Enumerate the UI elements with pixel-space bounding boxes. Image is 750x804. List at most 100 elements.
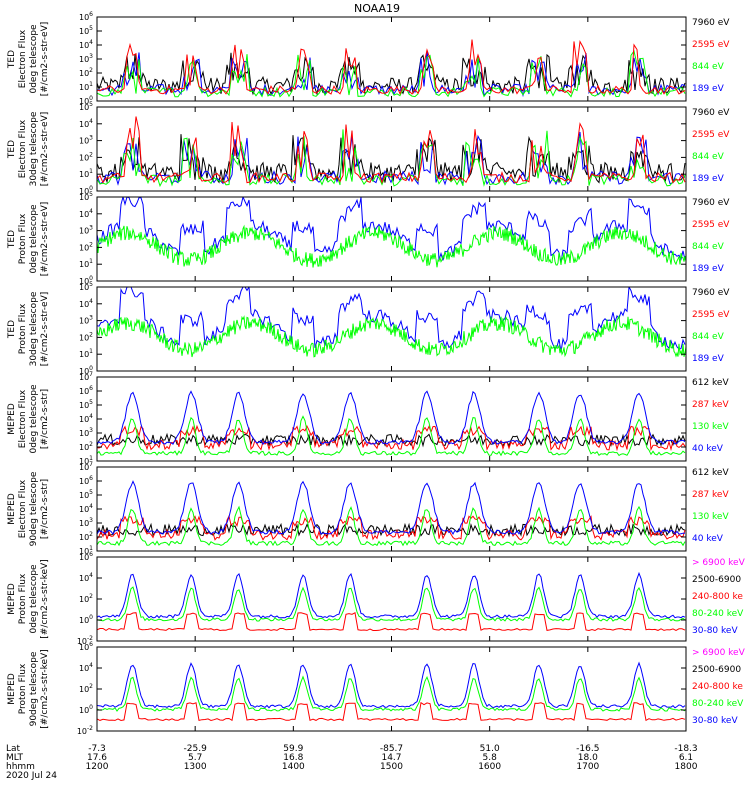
- trace-black: [97, 432, 686, 448]
- trace-blue: [97, 480, 686, 536]
- y-axis-label-line: Electron Flux: [18, 389, 28, 448]
- y-axis-label-line: Proton Flux: [18, 303, 28, 354]
- trace-green: [97, 129, 686, 188]
- trace-green: [97, 49, 686, 98]
- y-tick-exp: 5: [89, 25, 93, 32]
- x-lat-label: -18.3: [674, 744, 697, 754]
- y-tick-label: 103: [79, 517, 93, 528]
- y-tick-base: 10: [79, 210, 89, 219]
- y-tick-label: 106: [79, 11, 93, 22]
- y-tick-label: 104: [79, 39, 93, 50]
- x-mlt-label: 17.6: [87, 753, 107, 763]
- y-tick-base: 10: [77, 727, 87, 736]
- legend-entry: 612 keV: [692, 468, 729, 478]
- y-tick-exp: 0: [89, 95, 93, 102]
- y-tick-exp: 0: [89, 185, 93, 192]
- trace-blue: [97, 571, 686, 619]
- legend-entry: 287 keV: [692, 490, 729, 500]
- y-tick-base: 10: [79, 120, 89, 129]
- legend-entry: 7960 eV: [692, 108, 730, 118]
- y-tick-label: 100: [79, 185, 93, 196]
- y-tick-label: 104: [79, 572, 93, 583]
- y-tick-exp: 5: [89, 101, 93, 108]
- y-tick-base: 10: [79, 283, 89, 292]
- y-tick-exp: 6: [89, 11, 93, 18]
- y-tick-label: 10-2: [77, 725, 93, 736]
- legend-entry: 80-240 keV: [692, 699, 744, 709]
- y-tick-label: 105: [79, 399, 93, 410]
- y-tick-label: 102: [79, 683, 93, 694]
- y-tick-base: 10: [79, 457, 89, 466]
- y-axis-label-line: TED: [7, 230, 17, 249]
- y-axis-label-line: 0deg telescope: [29, 564, 39, 634]
- legend-entry: 130 keV: [692, 422, 729, 432]
- x-hhmm-label: 1700: [576, 762, 599, 772]
- legend-entry: 80-240 keV: [692, 609, 744, 619]
- x-lat-label: 59.9: [283, 744, 303, 754]
- x-lat-label: -16.5: [576, 744, 599, 754]
- y-axis-label-line: [#/cm2-s-str-eV]: [40, 202, 50, 277]
- y-tick-base: 10: [79, 137, 89, 146]
- trace-red: [97, 116, 686, 185]
- y-axis-label-line: MEPED: [7, 493, 17, 525]
- y-axis-label-line: 0deg telescope: [29, 204, 39, 274]
- y-axis-label-line: Proton Flux: [18, 213, 28, 264]
- y-tick-label: 101: [79, 455, 93, 466]
- y-tick-label: 103: [79, 315, 93, 326]
- y-tick-exp: 2: [89, 531, 93, 538]
- y-tick-label: 100: [79, 95, 93, 106]
- y-tick-base: 10: [79, 547, 89, 556]
- y-tick-exp: 4: [89, 662, 93, 669]
- y-axis-label-line: 30deg telescope: [29, 291, 39, 366]
- y-tick-base: 10: [79, 103, 89, 112]
- y-axis-label-line: 90deg telescope: [29, 471, 39, 546]
- y-tick-exp: 6: [89, 385, 93, 392]
- y-tick-exp: 2: [89, 331, 93, 338]
- y-tick-base: 10: [79, 533, 89, 542]
- x-row-label: MLT: [6, 753, 24, 763]
- y-axis-label: MEPEDElectron Flux90deg telescope[#/cm2-…: [7, 471, 50, 546]
- y-tick-base: 10: [79, 170, 89, 179]
- x-hhmm-label: 1500: [380, 762, 403, 772]
- y-tick-label: 104: [79, 298, 93, 309]
- legend-entry: 2595 eV: [692, 310, 730, 320]
- y-tick-exp: 7: [89, 461, 93, 468]
- trace-blue: [97, 197, 686, 263]
- x-mlt-label: 14.7: [381, 753, 401, 763]
- y-axis-label-line: 0deg telescope: [29, 384, 39, 454]
- y-tick-base: 10: [79, 27, 89, 36]
- y-tick-exp: 4: [89, 208, 93, 215]
- legend-entry: 40 keV: [692, 444, 724, 454]
- y-tick-exp: 4: [89, 118, 93, 125]
- panel-frame: [96, 646, 687, 732]
- y-tick-label: 105: [79, 25, 93, 36]
- y-tick-exp: 4: [89, 39, 93, 46]
- y-tick-label: 102: [79, 441, 93, 452]
- panel-traces: [97, 197, 686, 268]
- x-row-label: hhmm: [6, 762, 35, 772]
- y-tick-label: 100: [79, 275, 93, 286]
- trace-blue: [97, 287, 686, 352]
- y-tick-exp: 4: [89, 413, 93, 420]
- y-tick-exp: 2: [89, 593, 93, 600]
- y-tick-exp: 1: [89, 455, 93, 462]
- y-tick-exp: 4: [89, 298, 93, 305]
- y-tick-base: 10: [79, 83, 89, 92]
- panel-traces: [97, 571, 686, 632]
- trace-black: [97, 522, 686, 538]
- y-tick-exp: 6: [89, 551, 93, 558]
- legend-entry: 2500-6900: [692, 665, 741, 675]
- y-tick-exp: -2: [87, 635, 93, 642]
- y-tick-label: 100: [79, 614, 93, 625]
- y-tick-base: 10: [79, 443, 89, 452]
- y-tick-label: 105: [79, 101, 93, 112]
- y-tick-label: 104: [79, 662, 93, 673]
- y-tick-label: 102: [79, 241, 93, 252]
- y-tick-exp: 2: [89, 151, 93, 158]
- legend-entry: 189 eV: [692, 174, 725, 184]
